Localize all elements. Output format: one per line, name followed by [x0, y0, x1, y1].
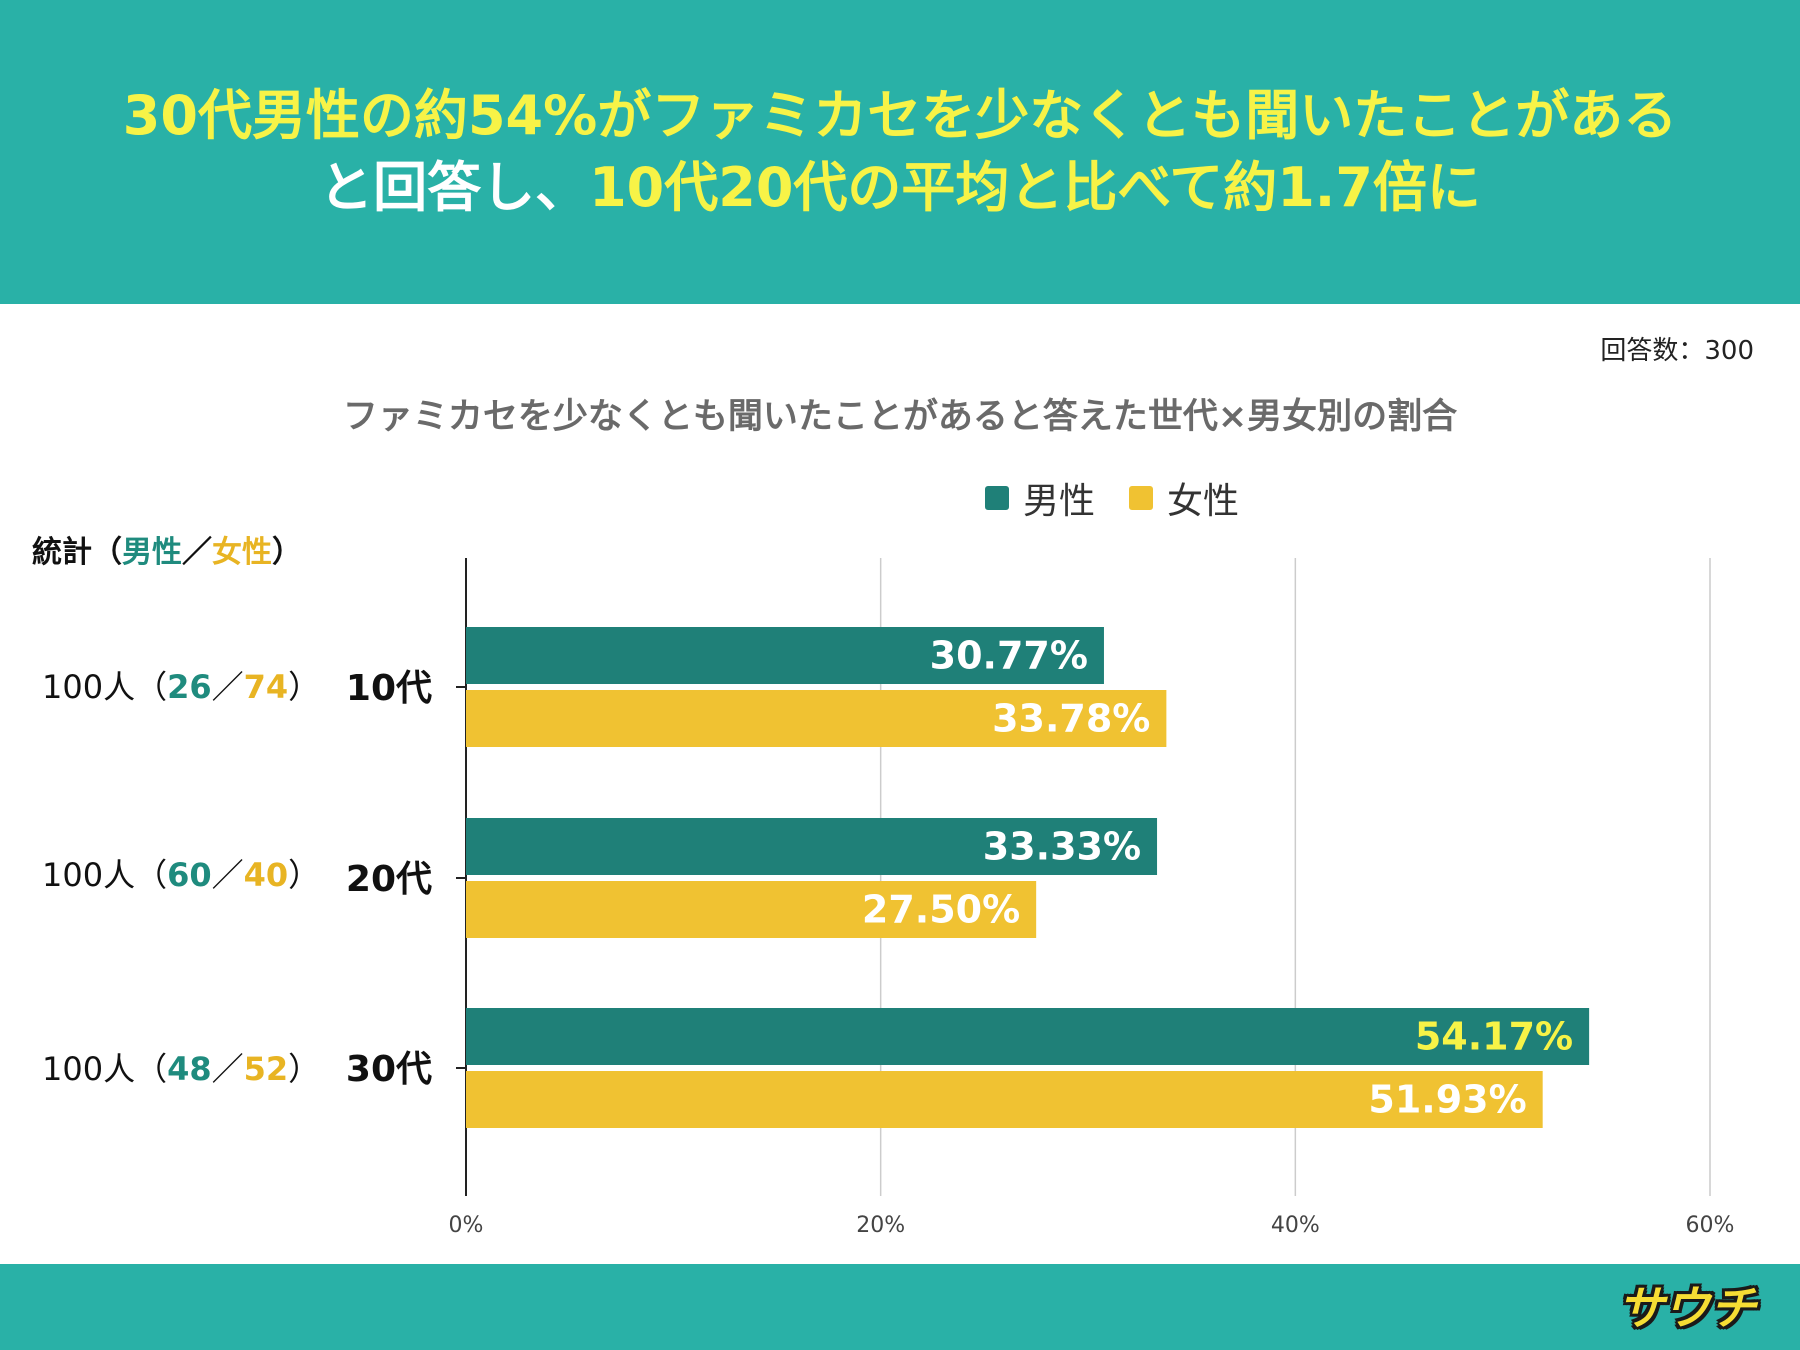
- stats-total: 100人（: [42, 1050, 168, 1088]
- stats-close: ）: [288, 856, 321, 894]
- stats-row-10s: 100人（26／74）: [42, 665, 320, 709]
- stats-close: ）: [288, 1050, 321, 1088]
- stats-male-count: 60: [167, 856, 212, 894]
- data-label-female: 33.78%: [992, 697, 1150, 741]
- x-tick-label: 20%: [856, 1213, 905, 1238]
- legend-item-female: 女性: [1129, 472, 1239, 524]
- brand-logo: サウチ: [1618, 1281, 1756, 1335]
- headline-line-2: と回答し、10代20代の平均と比べて約1.7倍に: [0, 152, 1800, 224]
- x-tick-label: 40%: [1271, 1213, 1320, 1238]
- stats-sep: ／: [211, 856, 244, 894]
- bar-male: [466, 1008, 1590, 1065]
- stats-header-prefix: 統計（: [32, 535, 122, 570]
- legend-label-male: 男性: [1023, 481, 1096, 522]
- stats-header-suffix: ）: [272, 535, 302, 570]
- stats-sep: ／: [211, 668, 244, 706]
- bar-male: [466, 818, 1158, 875]
- legend-swatch-male: [985, 486, 1009, 510]
- legend-item-male: 男性: [985, 472, 1095, 524]
- data-label-male: 30.77%: [930, 634, 1088, 678]
- data-label-female: 51.93%: [1368, 1078, 1526, 1122]
- respondent-count: 回答数：300: [1600, 336, 1754, 366]
- bar-female: [466, 881, 1037, 938]
- x-tick-label: 60%: [1686, 1213, 1735, 1238]
- chart-title: ファミカセを少なくとも聞いたことがあると答えた世代×男女別の割合: [342, 397, 1458, 437]
- stats-male-count: 48: [167, 1050, 212, 1088]
- stats-total: 100人（: [42, 856, 168, 894]
- stats-sep: ／: [211, 1050, 244, 1088]
- data-label-male: 33.33%: [983, 825, 1141, 869]
- stats-header-male: 男性: [122, 535, 182, 570]
- stats-close: ）: [288, 668, 321, 706]
- data-label-male: 54.17%: [1415, 1015, 1573, 1059]
- bar-female: [466, 690, 1167, 747]
- stats-female-count: 52: [243, 1050, 289, 1088]
- stats-header-female: 女性: [212, 535, 272, 570]
- category-label: 20代: [346, 859, 432, 900]
- headline-line-2-yellow: 10代20代の平均と比べて約1.7倍に: [589, 156, 1481, 219]
- stats-male-count: 26: [167, 668, 212, 706]
- header-banner: 30代男性の約54%がファミカセを少なくとも聞いたことがある と回答し、10代2…: [0, 0, 1800, 304]
- stats-row-20s: 100人（60／40）: [42, 853, 320, 897]
- legend-swatch-female: [1129, 486, 1154, 510]
- category-label: 30代: [346, 1049, 432, 1090]
- category-label: 10代: [346, 668, 432, 709]
- legend-label-female: 女性: [1167, 481, 1240, 522]
- stats-female-count: 74: [243, 668, 289, 706]
- stats-header: 統計（男性／女性）: [32, 527, 302, 571]
- headline-line-1: 30代男性の約54%がファミカセを少なくとも聞いたことがある: [122, 84, 1678, 147]
- x-tick-label: 0%: [449, 1213, 484, 1238]
- stats-row-30s: 100人（48／52）: [42, 1047, 320, 1091]
- stats-total: 100人（: [42, 668, 168, 706]
- headline-line-2-white: と回答し、: [319, 156, 590, 219]
- stats-female-count: 40: [243, 856, 289, 894]
- stats-header-sep: ／: [182, 535, 212, 570]
- data-label-female: 27.50%: [862, 888, 1020, 932]
- bar-female: [466, 1071, 1543, 1128]
- footer-banner: [0, 1264, 1800, 1350]
- chart-legend: 男性 女性: [985, 476, 1273, 522]
- bar-male: [466, 627, 1104, 684]
